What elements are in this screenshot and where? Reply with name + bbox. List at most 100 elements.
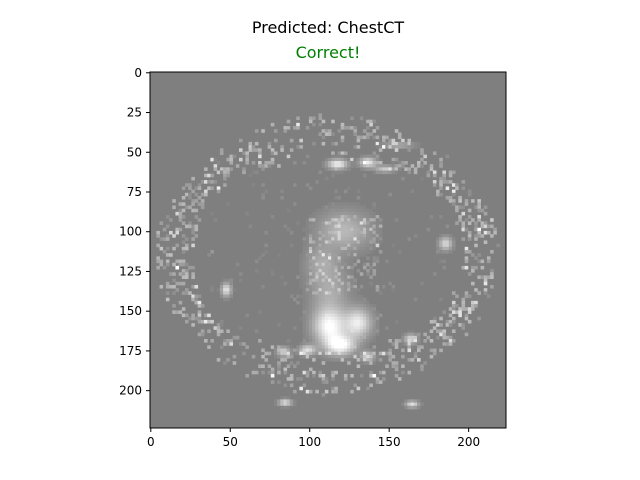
image-pixel [293, 183, 297, 187]
image-pixel [328, 326, 332, 330]
image-pixel [334, 215, 338, 219]
image-pixel [356, 310, 361, 314]
image-pixel [439, 250, 443, 254]
image-pixel [334, 227, 338, 232]
image-pixel [299, 351, 303, 356]
image-pixel [331, 243, 335, 248]
image-pixel [315, 316, 319, 321]
image-pixel [394, 129, 399, 133]
image-pixel [362, 307, 367, 311]
image-pixel [324, 284, 329, 289]
image-pixel [328, 202, 332, 206]
image-pixel [461, 237, 466, 241]
image-pixel [308, 240, 313, 245]
image-pixel [277, 370, 281, 375]
image-pixel [407, 348, 412, 353]
image-pixel [397, 145, 402, 149]
image-pixel [340, 300, 345, 305]
image-pixel [331, 221, 335, 225]
image-pixel [305, 288, 310, 292]
image-pixel [334, 348, 338, 353]
image-pixel [191, 275, 195, 280]
image-pixel [394, 342, 399, 346]
image-pixel [347, 304, 351, 308]
image-pixel [178, 227, 183, 232]
image-pixel [432, 348, 437, 353]
image-pixel [375, 319, 380, 324]
image-pixel [334, 329, 338, 334]
image-pixel [420, 157, 424, 162]
image-pixel [353, 256, 358, 260]
image-pixel [312, 319, 316, 324]
image-pixel [312, 335, 316, 340]
image-pixel [305, 183, 310, 187]
image-pixel [315, 275, 319, 280]
image-pixel [375, 221, 380, 225]
image-pixel [299, 269, 303, 273]
image-pixel [410, 332, 415, 337]
image-pixel [353, 278, 358, 283]
image-pixel [223, 339, 227, 343]
image-pixel [388, 281, 392, 286]
image-pixel [305, 294, 310, 299]
image-pixel [165, 262, 170, 267]
image-pixel [340, 348, 345, 353]
image-pixel [407, 170, 412, 175]
image-pixel [165, 224, 170, 229]
image-pixel [194, 192, 199, 197]
image-pixel [315, 243, 319, 248]
image-pixel [302, 348, 307, 353]
image-pixel [321, 265, 326, 270]
image-pixel [362, 335, 367, 340]
image-pixel [448, 342, 453, 346]
image-pixel [432, 272, 437, 276]
image-pixel [362, 135, 367, 140]
image-pixel [483, 205, 488, 210]
image-pixel [420, 164, 424, 168]
image-pixel [369, 221, 373, 225]
image-pixel [407, 148, 412, 152]
image-pixel [331, 335, 335, 340]
image-pixel [188, 192, 192, 197]
image-pixel [315, 310, 319, 314]
image-pixel [296, 351, 300, 356]
image-pixel [194, 208, 199, 213]
image-pixel [366, 256, 370, 260]
image-pixel [286, 396, 291, 400]
image-pixel [315, 326, 319, 330]
image-pixel [334, 370, 338, 375]
image-pixel [302, 265, 307, 270]
image-pixel [328, 335, 332, 340]
image-pixel [369, 354, 373, 359]
image-pixel [413, 332, 418, 337]
image-pixel [432, 326, 437, 330]
image-pixel [347, 250, 351, 254]
image-pixel [328, 351, 332, 356]
image-pixel [280, 402, 284, 407]
image-pixel [451, 329, 456, 334]
image-pixel [258, 154, 262, 159]
image-pixel [404, 399, 408, 403]
image-pixel [315, 323, 319, 327]
image-pixel [331, 300, 335, 305]
image-pixel [181, 234, 186, 238]
image-pixel [334, 211, 338, 216]
image-pixel [366, 342, 370, 346]
image-pixel [362, 304, 367, 308]
image-pixel [417, 345, 421, 349]
image-pixel [293, 364, 297, 369]
image-pixel [273, 354, 278, 359]
image-pixel [324, 218, 329, 222]
image-pixel [334, 275, 338, 280]
image-pixel [486, 259, 491, 264]
image-pixel [283, 402, 288, 407]
image-pixel [197, 294, 202, 299]
image-pixel [356, 157, 361, 162]
image-pixel [334, 319, 338, 324]
image-pixel [372, 329, 377, 334]
image-pixel [350, 126, 354, 130]
image-pixel [334, 221, 338, 225]
image-pixel [420, 367, 424, 372]
image-pixel [366, 240, 370, 245]
image-pixel [442, 265, 447, 270]
